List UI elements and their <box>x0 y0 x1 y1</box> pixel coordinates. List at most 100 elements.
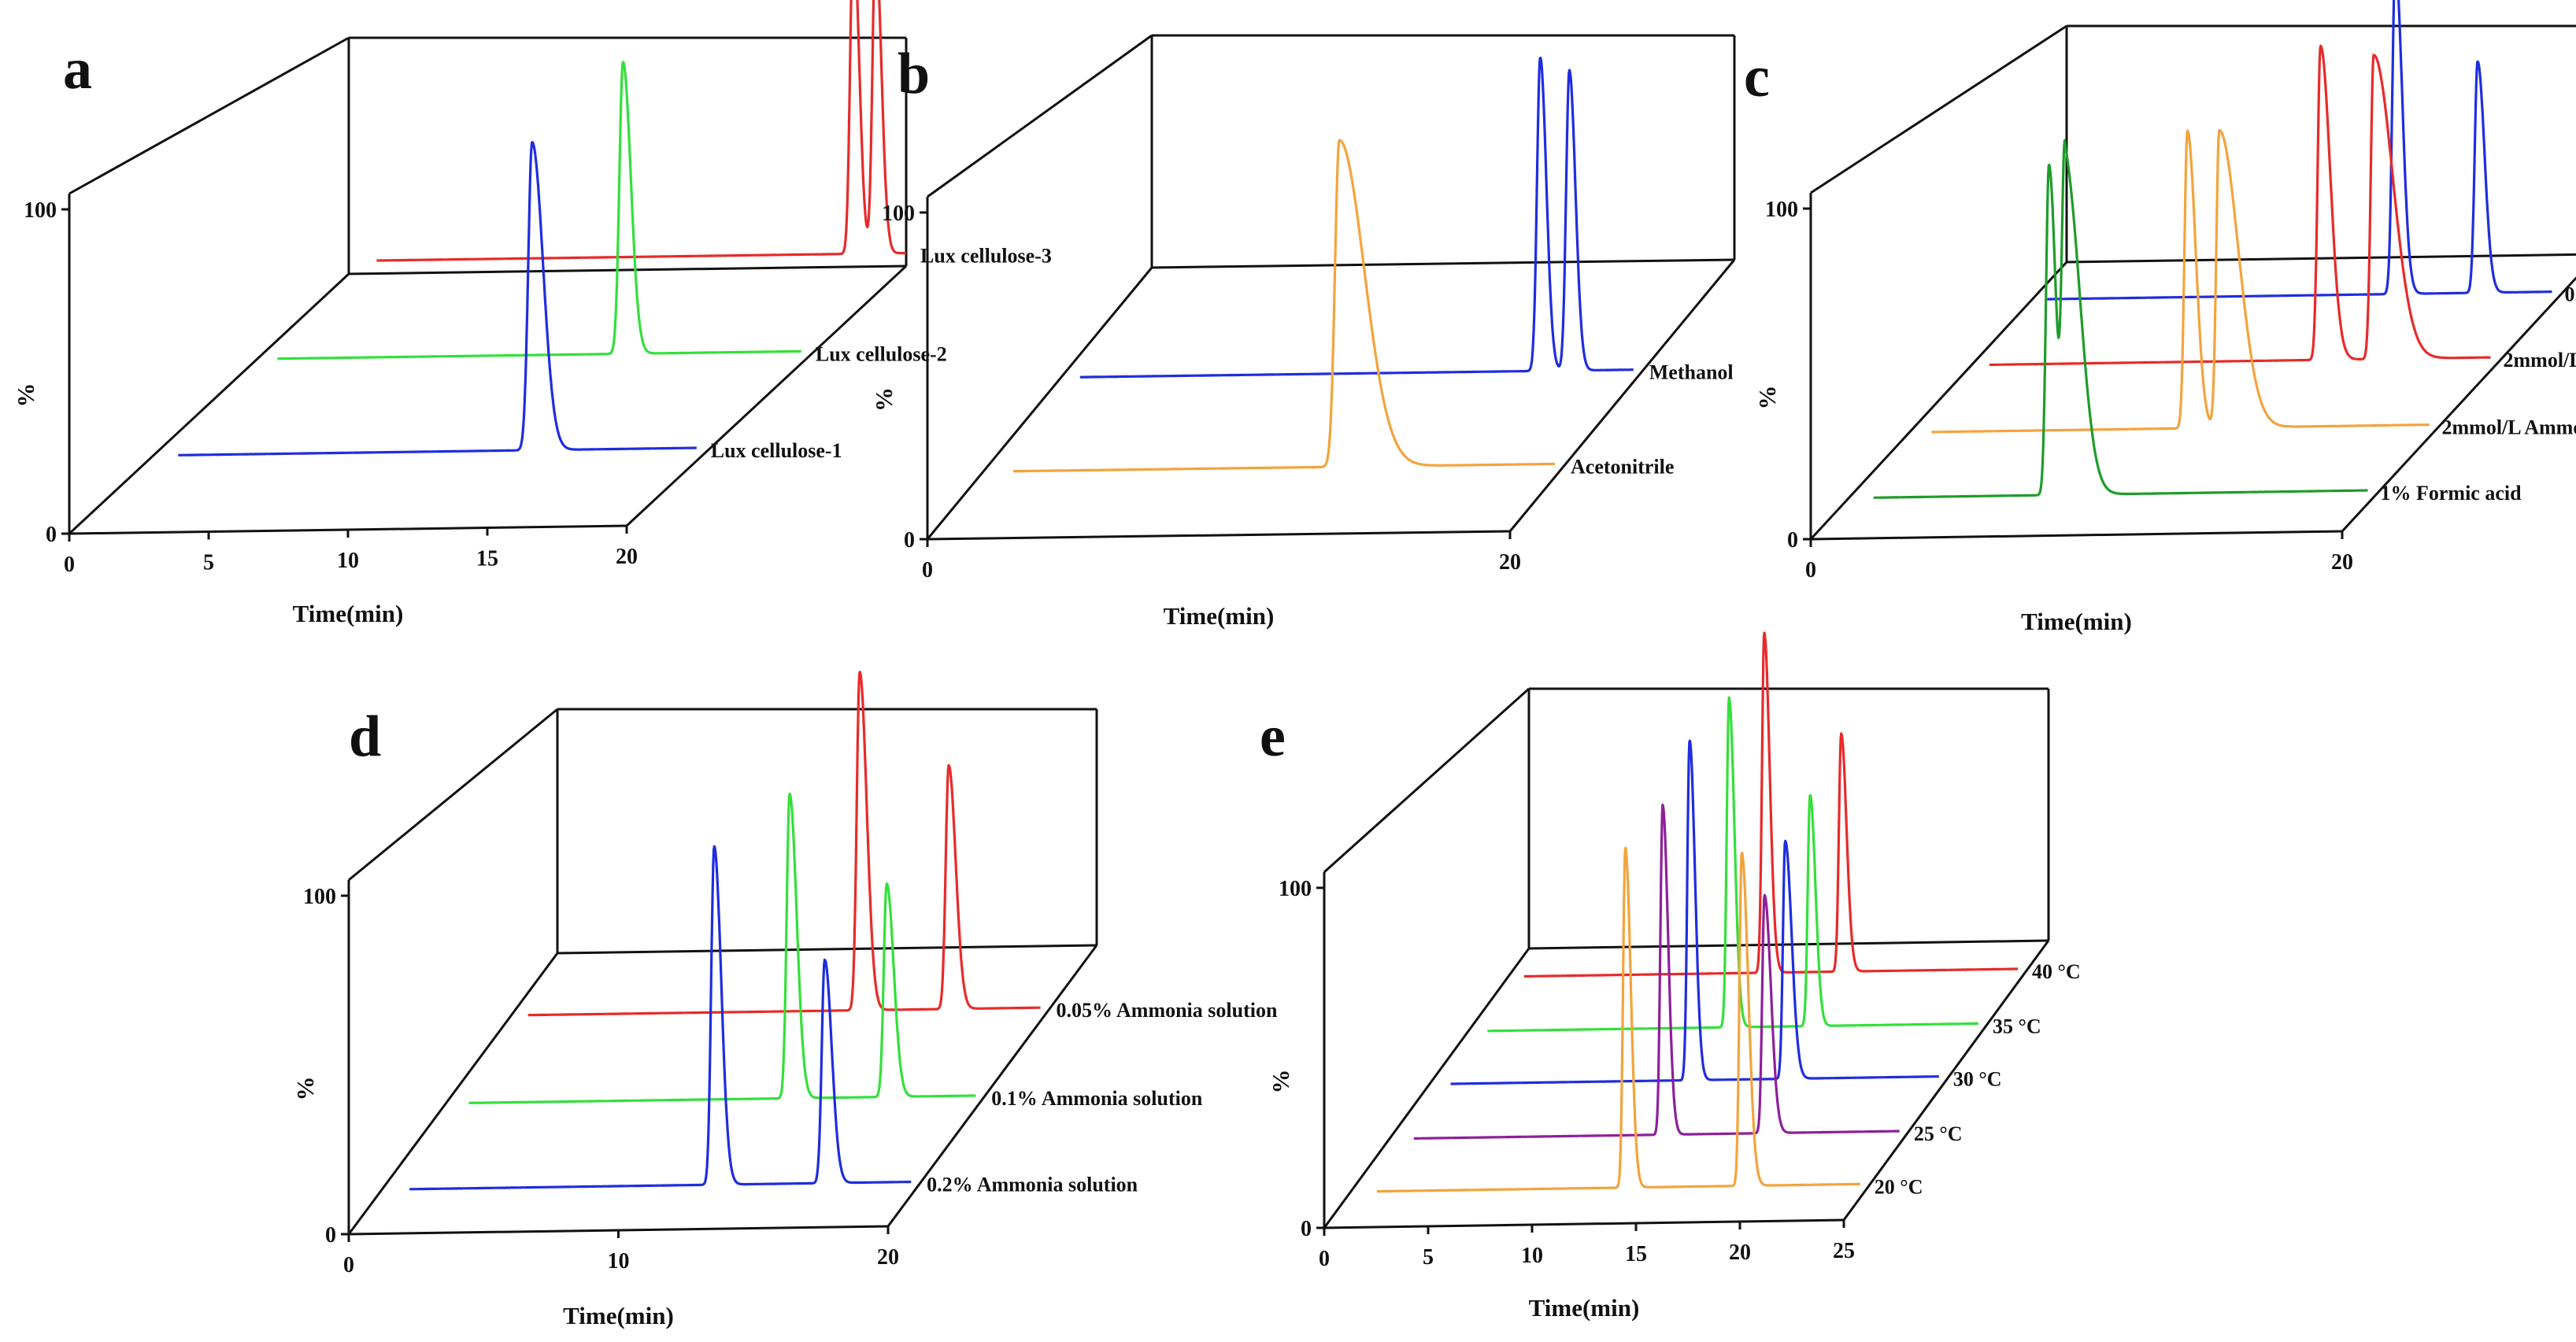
back-floor-edge <box>557 944 1097 955</box>
x-axis-title: Time(min) <box>563 1302 674 1329</box>
x-tick-label: 0 <box>64 553 75 577</box>
series-label: Acetonitrile <box>1571 455 1674 478</box>
series-trace-25-c <box>1412 804 1901 1140</box>
panel-letter: b <box>898 42 930 106</box>
y-tick-label: 100 <box>303 885 336 909</box>
panel-e: e 0 100% 0 5 10 15 20 25 Time(min) 40 °C 35 °C 30 °C… <box>1260 631 2081 1322</box>
y-tick-label: 0 <box>1787 528 1798 553</box>
x-tick-label: 5 <box>203 551 214 575</box>
series-trace-0-2-ammonia-solution <box>409 845 912 1191</box>
series-label: Lux cellulose-1 <box>711 439 842 462</box>
x-tick-label: 0 <box>1805 558 1816 582</box>
x-axis-title: Time(min) <box>293 600 404 627</box>
x-tick-label: 20 <box>877 1245 899 1270</box>
series-trace-0-05-ammonia-solution <box>527 671 1042 1017</box>
depth-axis <box>926 267 1153 540</box>
x-tick-label: 15 <box>476 547 498 571</box>
x-tick-label: 20 <box>1729 1240 1751 1265</box>
depth-edge-right <box>1508 259 1736 532</box>
series-trace-lux-cellulose-1 <box>177 141 698 457</box>
x-axis-title: Time(min) <box>1529 1294 1640 1322</box>
y-axis-title: % <box>1753 386 1781 410</box>
series-trace-40-c <box>1523 631 2019 978</box>
series-label: 0.1% Ammonia solution <box>991 1087 1203 1110</box>
back-floor-edge <box>1528 939 2049 950</box>
series-trace-lux-cellulose-3 <box>376 0 907 262</box>
y-tick-label: 0 <box>904 528 915 553</box>
y-axis-title: % <box>870 387 898 412</box>
x-tick-label: 0 <box>1319 1247 1330 1271</box>
depth-axis <box>68 272 350 535</box>
x-tick-label: 10 <box>1521 1244 1543 1268</box>
x-tick-label: 15 <box>1625 1242 1647 1266</box>
x-tick-label: 25 <box>1833 1239 1855 1263</box>
series-label: 2mmol/L Ammoniu <box>2504 349 2576 372</box>
x-axis <box>1810 530 2343 541</box>
panel-letter: d <box>349 704 381 769</box>
x-axis <box>927 530 1511 541</box>
y-tick-label: 0 <box>46 523 57 547</box>
top-depth-edge <box>927 34 1153 198</box>
series-trace-2mmol-l-ammoniu <box>1988 44 2492 367</box>
y-tick-label: 100 <box>1765 198 1798 222</box>
y-tick-label: 100 <box>1279 877 1312 901</box>
series-label: 30 °C <box>1953 1068 2002 1091</box>
x-tick-label: 20 <box>1499 550 1521 575</box>
series-label: 25 °C <box>1914 1122 1963 1145</box>
series-label: Lux cellulose-3 <box>920 245 1052 268</box>
y-axis-title: % <box>1267 1070 1294 1094</box>
series-label: 2mmol/L Ammonium <box>2442 416 2576 439</box>
series-label: 0.05% Ammonia solution <box>1056 999 1278 1022</box>
y-tick-label: 0 <box>325 1223 336 1248</box>
series-label: Lux cellulose-2 <box>816 342 947 365</box>
series-label: Methanol <box>1649 361 1734 384</box>
depth-axis <box>1809 261 2068 541</box>
y-axis-title: % <box>291 1077 319 1101</box>
series-trace-2mmol-l-ammonium <box>1930 128 2430 434</box>
panel-c: c 0 100% 0 20 Time(min) 0.1% Ammonia sol 2mmol/… <box>1744 0 2576 635</box>
x-tick-label: 5 <box>1423 1245 1434 1270</box>
series-trace-0-1-ammonia-sol <box>2046 0 2553 301</box>
y-tick-label: 0 <box>1301 1217 1312 1241</box>
series-trace-methanol <box>1079 57 1634 379</box>
y-tick-label: 100 <box>24 198 57 223</box>
series-trace-35-c <box>1486 696 1979 1033</box>
x-tick-label: 20 <box>2331 550 2353 575</box>
x-tick-label: 10 <box>337 549 359 573</box>
panel-letter: a <box>63 37 92 102</box>
back-floor-edge <box>1151 258 1735 269</box>
panel-a: a 0 100% 0 5 10 15 20 Time(min) Lux cellulose-3 Lu… <box>12 0 1052 627</box>
x-axis-title: Time(min) <box>1164 602 1275 630</box>
x-tick-label: 10 <box>608 1249 630 1274</box>
back-floor-edge <box>2066 253 2576 264</box>
series-trace-30-c <box>1449 739 1940 1085</box>
series-label: 0.2% Ammonia solution <box>927 1174 1138 1196</box>
series-trace-lux-cellulose-2 <box>276 61 802 360</box>
x-tick-label: 0 <box>343 1253 354 1277</box>
y-tick-label: 100 <box>882 201 915 226</box>
depth-edge-right <box>886 945 1098 1227</box>
panel-letter: c <box>1744 45 1770 109</box>
y-axis-title: % <box>12 383 39 408</box>
back-floor-edge <box>348 264 907 275</box>
depth-edge-right <box>1842 940 2050 1221</box>
series-trace-acetonitrile <box>1012 139 1556 473</box>
x-tick-label: 0 <box>922 558 933 582</box>
depth-axis <box>347 952 559 1235</box>
series-trace-1-formic-acid <box>1872 139 2369 499</box>
x-axis <box>1323 1218 1845 1229</box>
top-depth-edge <box>348 708 558 882</box>
panel-letter: e <box>1260 704 1286 769</box>
panel-d: d 0 100% 0 10 20 Time(min) 0.05% Ammonia soluti… <box>291 671 1278 1329</box>
depth-axis <box>1323 948 1530 1229</box>
series-label: 40 °C <box>2032 960 2081 983</box>
panel-b: b 0 100% 0 20 Time(min) Methanol Acetonitrile <box>870 34 1736 630</box>
series-trace-20-c <box>1376 846 1861 1193</box>
series-label: 0.1% Ammonia sol <box>2565 283 2576 306</box>
depth-edge-right <box>2341 276 2576 533</box>
depth-edge-right <box>625 264 908 527</box>
top-depth-edge <box>68 36 350 195</box>
x-tick-label: 20 <box>616 545 638 569</box>
top-depth-edge <box>1810 24 2067 194</box>
